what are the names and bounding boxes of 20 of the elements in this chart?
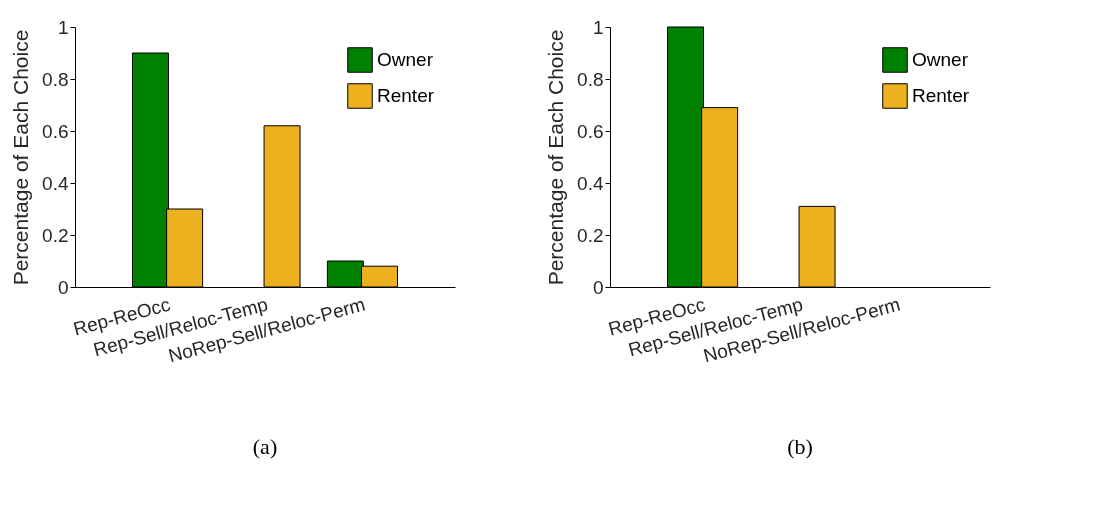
y-tick-label: 0.8 [42,68,69,90]
legend-label: Renter [912,85,970,106]
y-tick-label: 0.2 [42,224,69,246]
y-tick-label: 1 [57,16,69,38]
y-tick-label: 0 [592,276,604,298]
y-tick-label: 0.8 [577,68,604,90]
legend-label: Owner [377,49,434,70]
legend-label: Renter [377,85,435,106]
y-axis-title: Percentage of Each Choice [544,29,568,286]
y-tick-label: 0.6 [577,120,604,142]
y-tick-label: 1 [592,16,604,38]
y-tick-label: 0.2 [577,224,604,246]
legend-label: Owner [912,49,969,70]
y-axis-title: Percentage of Each Choice [9,29,33,286]
text: (a) [252,434,278,459]
y-tick-label: 0.6 [42,120,69,142]
y-tick-label: 0 [57,276,69,298]
text: (b) [787,434,813,459]
y-tick-label: 0.4 [577,172,604,194]
y-tick-label: 0.4 [42,172,69,194]
